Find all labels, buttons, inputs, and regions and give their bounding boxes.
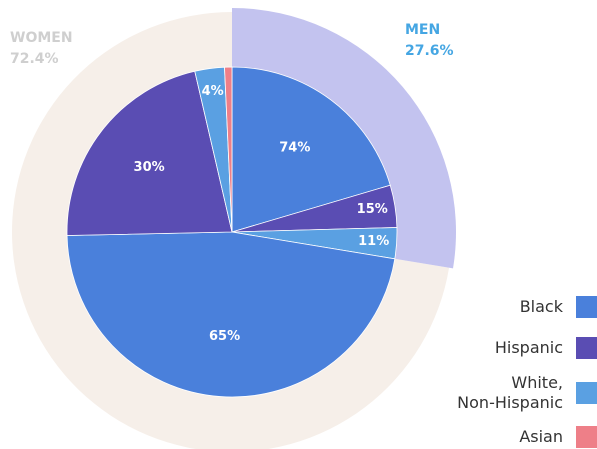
segment-label: 74% [279, 140, 310, 155]
legend-swatch [576, 337, 597, 359]
inner-segment [224, 66, 233, 233]
group-name: WOMEN [10, 30, 73, 46]
segment-label: 30% [134, 160, 165, 175]
group-value: 72.4% [10, 51, 59, 67]
legend-swatch [576, 296, 597, 318]
legend-label: Black [519, 297, 563, 316]
legend-swatch [576, 426, 597, 448]
inner-segment [66, 231, 396, 398]
segment-label: 4% [202, 84, 224, 99]
legend-swatch [576, 382, 597, 404]
legend-label: Hispanic [494, 338, 563, 357]
inner-segment [66, 70, 233, 236]
inner-segment [231, 66, 391, 233]
segment-label: 65% [209, 329, 240, 344]
segment-label: 11% [358, 234, 389, 249]
group-name: MEN [405, 22, 440, 38]
legend-label: Asian [519, 427, 563, 446]
group-value: 27.6% [405, 43, 454, 59]
legend-label: White, Non-Hispanic [457, 373, 563, 412]
segment-label: 15% [357, 202, 388, 217]
